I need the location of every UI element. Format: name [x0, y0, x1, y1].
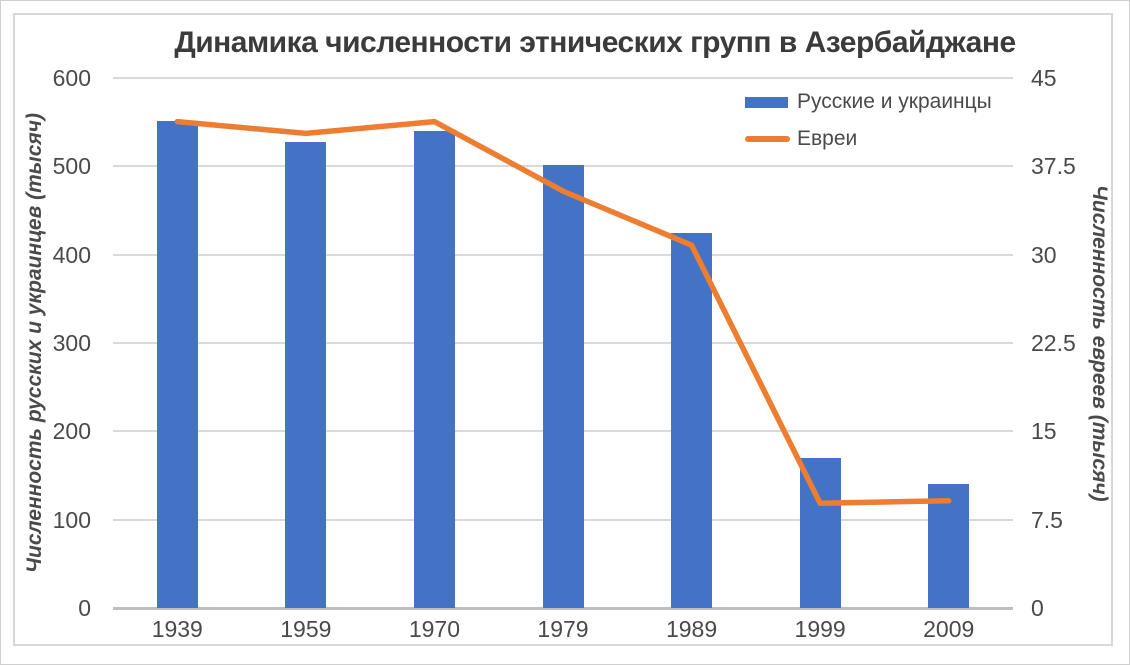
x-axis-label: 1989 [665, 616, 718, 642]
legend-label: Евреи [797, 127, 858, 150]
left-tick-label: 200 [52, 418, 91, 445]
left-tick-label: 600 [52, 65, 91, 91]
left-tick-label: 400 [52, 241, 91, 268]
legend: Русские и украинцы Евреи [745, 89, 992, 163]
bar-series-swatch [745, 96, 788, 108]
bar [671, 233, 713, 608]
right-tick-label: 45 [1031, 65, 1057, 91]
bar [413, 131, 455, 608]
x-axis-label: 1959 [280, 616, 332, 642]
bar [542, 165, 584, 608]
bar [928, 484, 970, 608]
line-series-swatch [745, 136, 790, 142]
right-tick-label: 22.5 [1031, 330, 1076, 356]
right-tick-label: 0 [1031, 595, 1044, 621]
x-axis-label: 1999 [794, 616, 846, 642]
bar [799, 457, 841, 608]
x-axis-label: 1970 [408, 616, 460, 642]
left-tick-label: 100 [52, 506, 91, 533]
x-axis-line [113, 607, 1013, 610]
left-tick-label: 500 [52, 153, 91, 180]
bar [156, 121, 198, 608]
left-axis-ticks: 600 500 400 300 200 100 0 [26, 65, 91, 621]
right-tick-label: 15 [1031, 418, 1057, 445]
left-tick-label: 300 [52, 330, 91, 356]
gridline [113, 77, 1013, 79]
right-tick-label: 7.5 [1031, 506, 1063, 533]
legend-item-russians-ukrainians: Русские и украинцы [745, 89, 992, 115]
right-tick-label: 30 [1031, 241, 1057, 268]
right-tick-label: 37.5 [1031, 153, 1076, 180]
jews-line [174, 118, 952, 506]
right-axis-ticks: 45 37.5 30 22.5 15 7.5 0 [1031, 65, 1106, 621]
plot-area [113, 77, 1013, 610]
left-tick-label: 0 [78, 595, 91, 621]
chart-title: Динамика численности этнических групп в … [174, 26, 1016, 59]
line-series [174, 118, 952, 506]
x-axis-label: 2009 [923, 616, 975, 642]
x-axis-label: 1939 [151, 616, 203, 642]
x-axis-labels: 1939 1959 1970 1979 1989 1999 2009 [113, 616, 1013, 646]
right-axis-title-text: Численность евреев (тысяч) [1088, 184, 1111, 502]
right-axis-title: Численность евреев (тысяч) [1085, 78, 1113, 608]
legend-item-jews: Евреи [745, 126, 992, 152]
legend-label: Русские и украинцы [797, 90, 992, 113]
bar [285, 142, 327, 608]
x-axis-label: 1979 [537, 616, 589, 642]
